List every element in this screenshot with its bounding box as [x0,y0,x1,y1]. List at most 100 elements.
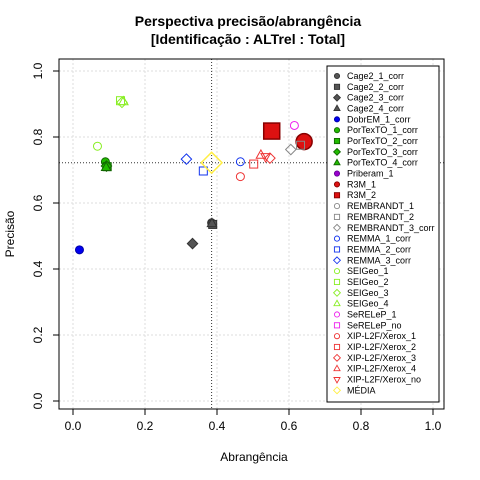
x-tick-label: 0.4 [209,419,226,433]
x-tick-label: 0.2 [137,419,154,433]
legend-entry-label: PorTexTO_4_corr [347,158,418,168]
legend-marker [333,246,341,253]
y-axis: 0.0 0.2 0.4 0.6 0.8 1.0 [31,62,59,409]
legend-marker [333,213,341,220]
legend-marker [333,235,341,242]
point-m-dia [200,151,224,175]
legend-marker [333,181,341,188]
legend-entry-label: Cage2_3_corr [347,93,404,103]
legend-entry-label: Priberam_1 [347,169,394,179]
point-dobrem-1-corr [74,245,84,255]
legend-marker [333,299,341,307]
legend-marker [333,127,341,134]
legend-entry-label: SeRELeP_1 [347,309,397,319]
legend-entry-label: XIP-L2F/Xerox_3 [347,353,416,363]
y-tick-label: 0.8 [31,128,45,145]
legend-entry-label: REMMA_2_corr [347,244,411,254]
legend-marker [333,137,341,145]
point-xip-l2f-xerox-1 [235,172,245,182]
legend-entry-label: PorTexTO_2_corr [347,136,418,146]
legend-marker [333,72,341,80]
legend-marker [332,223,342,232]
legend-marker [332,353,342,362]
legend-entry-label: SEIGeo_1 [347,266,389,276]
legend-entry-label: XIP-L2F/Xerox_2 [347,342,416,352]
legend-entry-label: REMBRANDT_1 [347,201,414,211]
point-cage2-4-corr [206,217,218,228]
y-axis-label: Precisão [3,210,17,257]
legend-marker [333,333,341,340]
legend-box [326,65,440,403]
legend-marker [333,311,341,318]
x-tick-label: 0.0 [65,419,82,433]
y-tick-label: 0.0 [31,392,45,409]
x-axis: 0.0 0.2 0.4 0.6 0.8 1.0 [65,409,442,433]
legend-entry-label: Cage2_2_corr [347,82,404,92]
point-remma-1-corr [235,157,245,167]
point-xip-l2f-xerox-no [260,153,272,164]
legend-entry-label: SEIGeo_2 [347,277,389,287]
legend-entry-label: SEIGeo_3 [347,288,389,298]
legend-entry-label: PorTexTO_1_corr [347,125,418,135]
legend-entry-label: REMMA_1_corr [347,234,411,244]
y-tick-label: 0.6 [31,194,45,211]
legend-entry-label: R3M_1 [347,179,376,189]
legend-marker [333,268,341,275]
point-r3m-2 [262,122,281,140]
legend-marker [333,83,341,90]
point-xip-l2f-xerox-3 [264,152,276,165]
x-tick-label: 1.0 [425,419,442,433]
chart-title: Perspectiva precisão/abrangência [135,13,362,29]
point-remma-3-corr [180,153,193,166]
point-portexto-4-corr [100,161,112,171]
legend-marker [332,93,342,102]
legend-marker [333,278,341,286]
plot-frame [58,58,445,410]
legend-entry-label: MÉDIA [347,385,376,395]
legend-marker [333,158,341,166]
point-remma-2-corr [198,166,208,176]
x-axis-label: Abrangência [220,450,288,464]
legend-marker [333,104,341,111]
legend-entry-label: XIP-L2F/Xerox_4 [347,364,416,374]
legend-entry-label: DobrEM_1_corr [347,114,411,124]
y-tick-label: 0.2 [31,326,45,343]
legend: Cage2_1_corrCage2_2_corrCage2_3_corrCage… [326,65,440,403]
legend-entry-label: SEIGeo_4 [347,299,389,309]
legend-entry-label: PorTexTO_3_corr [347,147,418,157]
legend-marker [332,256,342,265]
legend-entry-label: Cage2_4_corr [347,104,404,114]
legend-entry-label: XIP-L2F/Xerox_no [347,375,421,385]
chart-subtitle: [Identificação : ALTrel : Total] [151,31,345,47]
legend-entry-label: XIP-L2F/Xerox_1 [347,331,416,341]
legend-marker [333,322,341,329]
legend-marker [333,170,341,177]
legend-marker [333,364,341,372]
reference-lines [59,59,444,409]
y-tick-label: 0.4 [31,260,45,277]
legend-entry-label: REMMA_3_corr [347,255,411,265]
point-seigeo-1 [92,141,102,151]
x-tick-label: 0.8 [353,419,370,433]
legend-entry-label: Cage2_1_corr [347,71,404,81]
x-tick-label: 0.6 [281,419,298,433]
legend-marker [333,116,341,123]
legend-entry-label: SeRELeP_no [347,320,402,330]
legend-entry-label: R3M_2 [347,190,376,200]
point-rembrandt-2 [296,140,306,150]
data-points [74,95,313,255]
point-seigeo-4 [117,95,129,106]
point-xip-l2f-xerox-2 [249,159,259,169]
legend-marker [333,377,341,384]
legend-entry-label: REMBRANDT_2 [347,212,414,222]
legend-entry-label: REMBRANDT_3_corr [347,223,435,233]
y-tick-label: 1.0 [31,62,45,79]
point-rembrandt-3-corr [284,143,297,156]
legend-marker [332,386,342,395]
point-serelep-1 [289,120,299,130]
legend-marker [333,203,341,210]
legend-marker [332,288,342,297]
legend-marker [332,147,342,156]
legend-marker [333,192,341,199]
